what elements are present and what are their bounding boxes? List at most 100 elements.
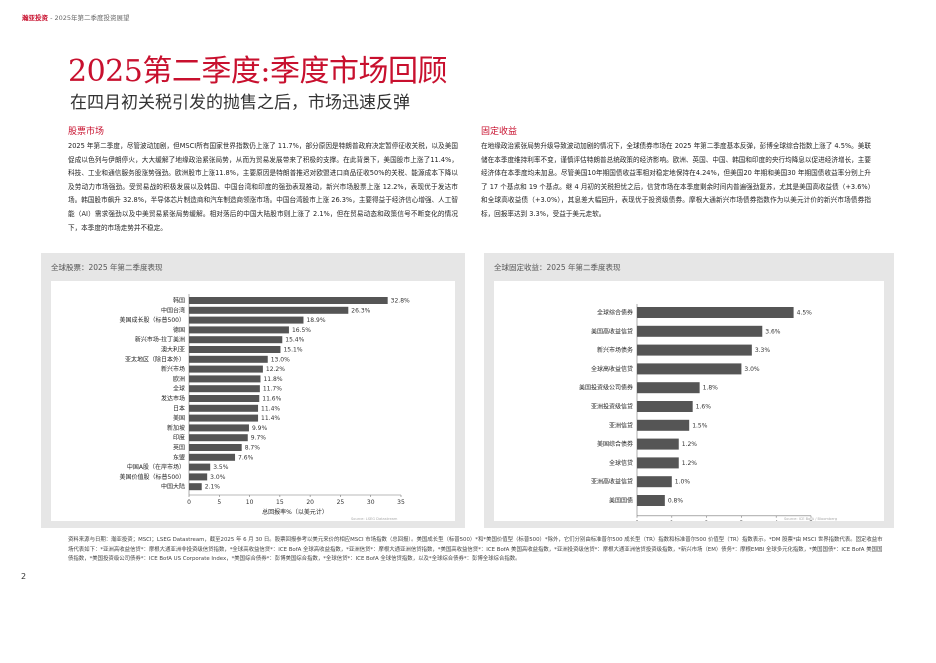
- equity-category-label: 美国价值股（标普500）: [120, 473, 185, 481]
- equity-category-label: 韩国: [173, 297, 185, 305]
- equity-category-label: 印度: [173, 434, 185, 442]
- equity-value-label: 16.5%: [292, 327, 311, 334]
- equity-chart-note: Source: LSEG Datastream: [351, 517, 398, 521]
- equity-tick-label: 25: [337, 499, 345, 506]
- bond-category-label: 美国综合债券: [597, 440, 633, 448]
- bond-bar: [637, 438, 679, 450]
- equity-category-label: 日本: [173, 404, 185, 412]
- equity-section-text: 2025 年第二季度，尽管波动加剧，但MSCI所有国家世界指数仍上涨了 11.7…: [68, 142, 458, 232]
- bond-category-label: 全球信贷: [609, 459, 633, 467]
- equity-value-label: 11.6%: [262, 396, 281, 403]
- bond-category-label: 新兴市场债务: [597, 346, 633, 354]
- bond-tick-label: 0: [635, 520, 639, 521]
- equity-value-label: 7.6%: [238, 454, 254, 461]
- equity-category-label: 新兴市场: [161, 365, 185, 373]
- equity-bar: [189, 414, 259, 422]
- fixed-income-section-heading: 固定收益: [481, 127, 518, 137]
- equity-chart-panel: 全球股票：2025 年第二季度表现 韩国 32.8% 中国台湾 26.3% 美国成长股（…: [41, 253, 465, 528]
- equity-category-label: 德国: [173, 326, 185, 334]
- bond-value-label: 4.5%: [797, 310, 813, 317]
- equity-value-label: 9.7%: [251, 435, 267, 442]
- equity-tick-label: 0: [187, 499, 191, 506]
- page-number: 2: [21, 572, 27, 581]
- equity-category-label: 新加坡: [167, 424, 185, 432]
- report-title: - 2025年第二季度投资展望: [50, 14, 130, 22]
- equity-bar: [189, 306, 349, 314]
- equity-bar: [189, 375, 261, 383]
- equity-category-label: 欧洲: [173, 375, 185, 383]
- bond-bar: [637, 419, 690, 431]
- bond-value-label: 1.0%: [675, 479, 691, 486]
- equity-category-label: 发达市场: [161, 395, 185, 403]
- bond-bar-chart: 全球综合债券 4.5% 美国高收益信贷 3.6% 新兴市场债务 3.3% 全球高收益信贷 3.…: [579, 304, 813, 537]
- bond-value-label: 1.6%: [696, 404, 712, 411]
- equity-value-label: 11.7%: [263, 386, 282, 393]
- equity-bar: [189, 404, 259, 412]
- equity-value-label: 9.9%: [252, 425, 268, 432]
- equity-chart-title: 全球股票：2025 年第二季度表现: [51, 263, 163, 272]
- equity-value-label: 11.8%: [263, 376, 282, 383]
- equity-bar: [189, 385, 260, 393]
- equity-bar: [189, 463, 211, 471]
- equity-category-label: 亚太地区（除日本外）: [125, 355, 185, 363]
- equity-bar: [189, 365, 263, 373]
- equity-category-label: 东盟: [173, 453, 185, 461]
- bond-value-label: 1.5%: [692, 422, 708, 429]
- equity-tick-label: 10: [246, 499, 254, 506]
- equity-category-label: 中国A股（在岸市场）: [127, 463, 185, 471]
- equity-bar: [189, 346, 281, 353]
- equity-value-label: 12.2%: [266, 366, 285, 373]
- equity-value-label: 15.1%: [283, 347, 302, 354]
- bond-chart-area: 全球综合债券 4.5% 美国高收益信贷 3.6% 新兴市场债务 3.3% 全球高收益信贷 3.…: [494, 281, 884, 537]
- equity-value-label: 2.1%: [205, 484, 221, 491]
- equity-category-label: 澳大利亚: [161, 346, 185, 354]
- bond-value-label: 1.8%: [703, 385, 719, 392]
- equity-value-label: 11.4%: [261, 415, 280, 422]
- equity-bar-chart: 韩国 32.8% 中国台湾 26.3% 美国成长股（标普500） 18.9% 德国 16.5%…: [120, 294, 410, 516]
- equity-x-axis-label: 总回报率%（以美元计）: [262, 508, 328, 516]
- equity-tick-label: 20: [306, 499, 314, 506]
- equity-bar: [189, 326, 289, 334]
- equity-category-label: 全球: [173, 385, 185, 393]
- brand-name: 瀚亚投资: [22, 14, 48, 22]
- equity-category-label: 美国成长股（标普500）: [120, 316, 185, 324]
- equity-bar: [189, 316, 304, 324]
- equity-bar: [189, 473, 208, 481]
- running-header: 瀚亚投资 - 2025年第二季度投资展望: [22, 12, 130, 22]
- bond-chart-panel: 全球固定收益：2025 年第二季度表现 全球综合债券 4.5% 美国高收益信贷 3.6…: [484, 253, 894, 537]
- equity-category-label: 英国: [173, 444, 185, 452]
- bond-category-label: 全球综合债券: [597, 309, 633, 317]
- equity-category-label: 中国台湾: [161, 306, 185, 314]
- bond-category-label: 亚洲高收益信贷: [591, 478, 633, 486]
- equity-value-label: 13.0%: [271, 356, 290, 363]
- bond-value-label: 3.0%: [744, 366, 760, 373]
- equity-bar: [189, 444, 242, 451]
- equity-bar: [189, 453, 236, 461]
- bond-bar: [637, 401, 693, 412]
- bond-tick-label: 2: [705, 520, 709, 521]
- equity-bar: [189, 395, 260, 402]
- equity-value-label: 32.8%: [391, 298, 410, 305]
- bond-tick-label: 3: [739, 520, 743, 521]
- bond-value-label: 1.2%: [682, 460, 698, 467]
- equity-bar: [189, 483, 202, 491]
- fixed-income-section-text: 在地缘政治紧张局势升级导致波动加剧的情况下，全球债券市场在 2025 年第二季度…: [481, 142, 871, 218]
- equity-section-heading: 股票市场: [68, 127, 105, 137]
- equity-value-label: 26.3%: [351, 307, 370, 314]
- equity-tick-label: 15: [276, 499, 284, 506]
- equity-value-label: 15.4%: [285, 337, 304, 344]
- bond-category-label: 美国高收益信贷: [591, 327, 633, 335]
- equity-bar: [189, 434, 248, 442]
- bond-bar: [637, 344, 752, 356]
- bond-bar: [637, 307, 794, 318]
- equity-bar: [189, 424, 249, 432]
- bond-value-label: 3.6%: [765, 328, 781, 335]
- equity-value-label: 3.0%: [210, 474, 226, 481]
- equity-value-label: 8.7%: [245, 445, 261, 452]
- equity-tick-label: 30: [367, 499, 375, 506]
- equity-bar: [189, 297, 388, 304]
- bond-category-label: 亚洲投资级信贷: [591, 403, 633, 411]
- bond-category-label: 亚洲信贷: [609, 421, 633, 429]
- bond-value-label: 0.8%: [668, 498, 684, 505]
- bond-tick-label: 1: [670, 520, 674, 521]
